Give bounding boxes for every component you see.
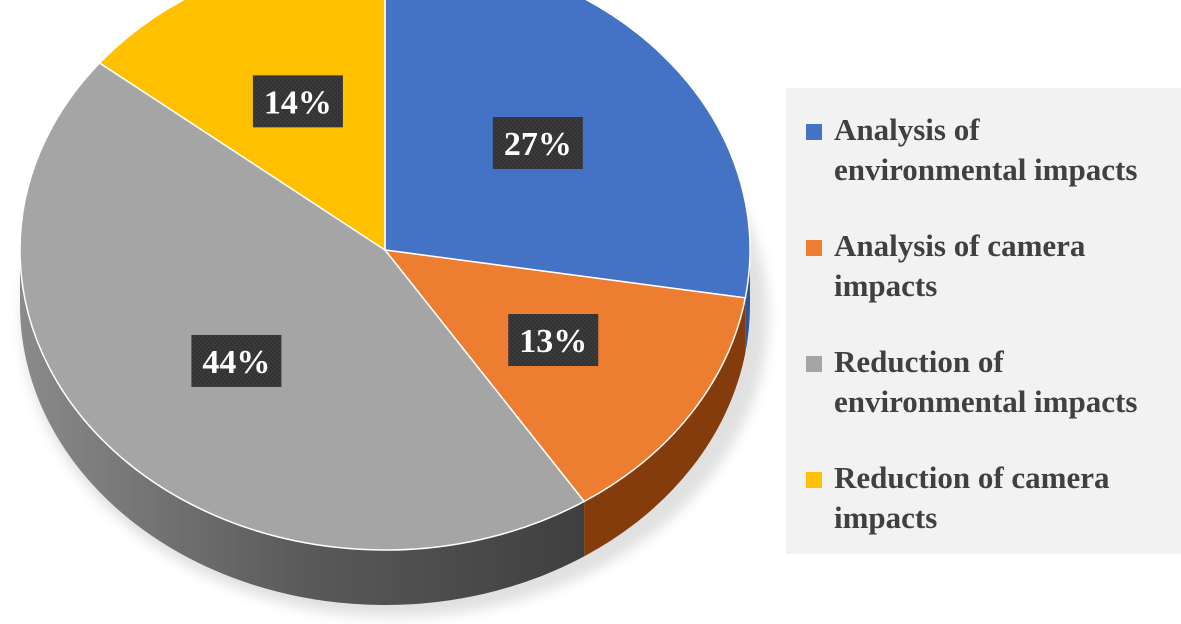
data-label: 27% [492, 117, 583, 170]
pie-slice [19, 61, 586, 551]
legend-swatch [806, 124, 822, 140]
legend-label: Analysis of camera impacts [834, 228, 1086, 303]
pie-slice-side [20, 250, 585, 605]
legend-item: Analysis of environmental impacts [806, 110, 1181, 226]
legend-label: Analysis of environmental impacts [834, 112, 1138, 187]
legend: Analysis of environmental impacts Analysi… [786, 88, 1181, 554]
pie-slice [98, 0, 386, 252]
data-label-text: 13% [519, 323, 587, 360]
data-label-box [252, 75, 343, 128]
data-label-text: 44% [202, 344, 270, 381]
data-label: 14% [252, 75, 343, 128]
legend-label: Reduction of camera impacts [834, 460, 1110, 535]
legend-item: Reduction of environmental impacts [806, 342, 1181, 458]
legend-label: Reduction of environmental impacts [834, 344, 1138, 419]
data-label-box [508, 314, 599, 367]
data-label-box [492, 117, 583, 170]
data-label-text: 14% [264, 84, 332, 121]
data-label: 44% [191, 334, 282, 387]
legend-item: Reduction of camera impacts [806, 458, 1181, 574]
legend-swatch [806, 240, 822, 256]
legend-swatch [806, 356, 822, 372]
legend-swatch [806, 472, 822, 488]
pie-slice [383, 249, 747, 503]
data-label-box [191, 334, 282, 387]
pie-slice-side [584, 297, 746, 557]
legend-item: Analysis of camera impacts [806, 226, 1181, 342]
data-label: 13% [508, 314, 599, 367]
data-label-text: 27% [504, 126, 572, 163]
